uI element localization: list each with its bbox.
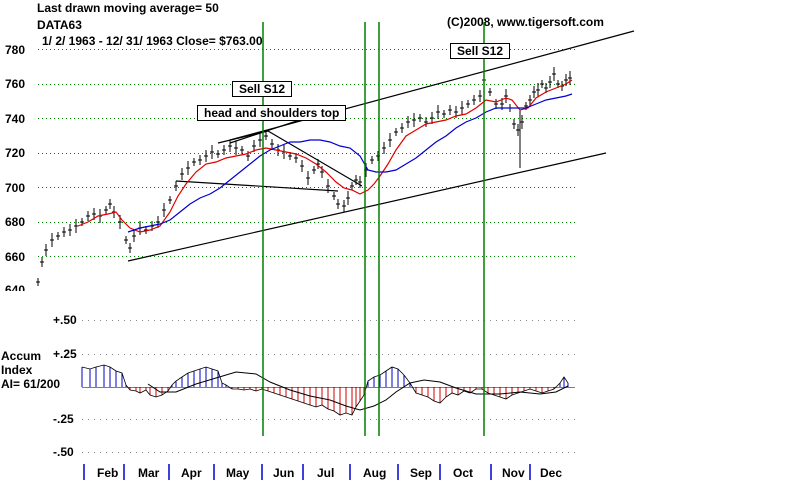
head-and-shoulders-annotation: head and shoulders top: [197, 105, 347, 121]
accum-index-ma: [147, 371, 569, 411]
ai-value-label: AI= 61/200: [1, 377, 61, 391]
month-mar: Mar: [138, 466, 160, 480]
price-tick-680: 680: [5, 215, 26, 229]
date-range-close: 1/ 2/ 1963 - 12/ 31/ 1963 Close= $763.00: [42, 34, 263, 48]
moving-average-caption: Last drawn moving average= 50: [37, 1, 219, 15]
month-nov: Nov: [502, 466, 525, 480]
signal-lines: [262, 22, 485, 436]
month-sep: Sep: [410, 466, 433, 480]
month-apr: Apr: [181, 466, 202, 480]
price-bars: [36, 67, 572, 286]
month-jul: Jul: [317, 466, 335, 480]
month-ticks: [83, 464, 531, 480]
month-oct: Oct: [453, 466, 474, 480]
ai-tick-plus50: +.50: [53, 313, 77, 327]
price-tick-700: 700: [5, 181, 26, 195]
indicator-gridlines: [82, 320, 575, 453]
dataset-title: DATA63: [37, 18, 82, 32]
ai-tick-minus50: -.50: [53, 445, 74, 459]
month-dec: Dec: [540, 466, 563, 480]
ai-tick-plus25: +.25: [53, 347, 77, 361]
accum-index-bars: [81, 364, 569, 416]
price-tick-760: 760: [5, 77, 26, 91]
ma-short-line: [77, 79, 573, 233]
sell-s12-annotation-1: Sell S12: [232, 81, 293, 97]
month-feb: Feb: [97, 466, 119, 480]
sell-s12-annotation-2: Sell S12: [450, 43, 511, 59]
price-tick-720: 720: [5, 146, 26, 160]
price-tick-740: 740: [5, 112, 26, 126]
trendlines: [127, 30, 635, 262]
index-label: Index: [1, 363, 33, 377]
month-may: May: [226, 466, 250, 480]
copyright: (C)2008, www.tigersoft.com: [447, 15, 604, 29]
ai-tick-minus25: -.25: [53, 412, 74, 426]
month-jun: Jun: [273, 466, 295, 480]
month-aug: Aug: [363, 466, 387, 480]
price-tick-640: 640: [5, 284, 26, 291]
accum-label: Accum: [1, 349, 42, 363]
price-tick-660: 660: [5, 250, 26, 264]
price-tick-780: 780: [5, 43, 26, 57]
ma-long-line: [127, 93, 573, 233]
